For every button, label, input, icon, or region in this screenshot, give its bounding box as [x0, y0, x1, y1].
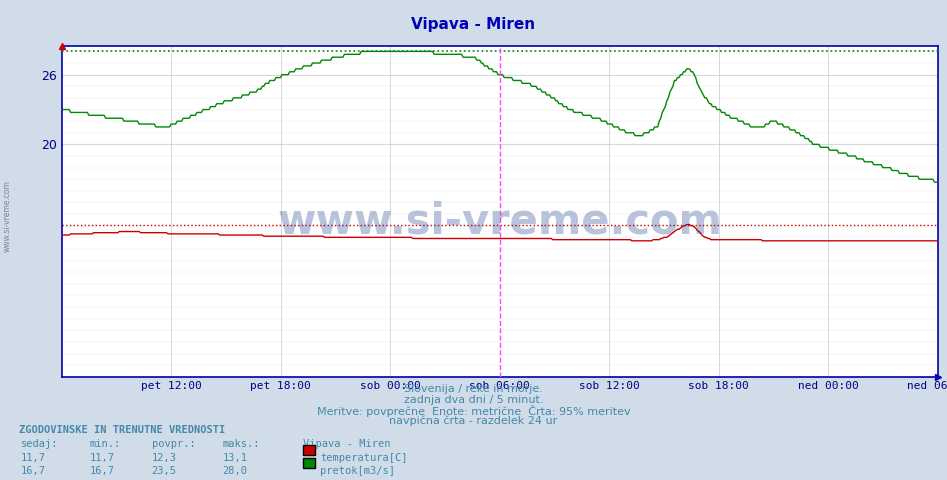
Text: www.si-vreme.com: www.si-vreme.com: [277, 200, 722, 242]
Text: Meritve: povprečne  Enote: metrične  Črta: 95% meritev: Meritve: povprečne Enote: metrične Črta:…: [316, 405, 631, 417]
Text: 23,5: 23,5: [152, 466, 176, 476]
Text: sedaj:: sedaj:: [21, 439, 59, 449]
Text: navpična črta - razdelek 24 ur: navpična črta - razdelek 24 ur: [389, 416, 558, 426]
Text: 16,7: 16,7: [21, 466, 45, 476]
Text: Vipava - Miren: Vipava - Miren: [411, 17, 536, 32]
Text: temperatura[C]: temperatura[C]: [320, 453, 407, 463]
Text: ZGODOVINSKE IN TRENUTNE VREDNOSTI: ZGODOVINSKE IN TRENUTNE VREDNOSTI: [19, 425, 225, 435]
Text: Vipava - Miren: Vipava - Miren: [303, 439, 390, 449]
Text: min.:: min.:: [90, 439, 121, 449]
Text: povpr.:: povpr.:: [152, 439, 195, 449]
Text: www.si-vreme.com: www.si-vreme.com: [3, 180, 12, 252]
Text: 12,3: 12,3: [152, 453, 176, 463]
Text: 28,0: 28,0: [223, 466, 247, 476]
Text: 11,7: 11,7: [90, 453, 115, 463]
Text: 11,7: 11,7: [21, 453, 45, 463]
Text: maks.:: maks.:: [223, 439, 260, 449]
Text: Slovenija / reke in morje.: Slovenija / reke in morje.: [404, 384, 543, 394]
Text: 13,1: 13,1: [223, 453, 247, 463]
Text: 16,7: 16,7: [90, 466, 115, 476]
Text: pretok[m3/s]: pretok[m3/s]: [320, 466, 395, 476]
Text: zadnja dva dni / 5 minut.: zadnja dva dni / 5 minut.: [403, 395, 544, 405]
